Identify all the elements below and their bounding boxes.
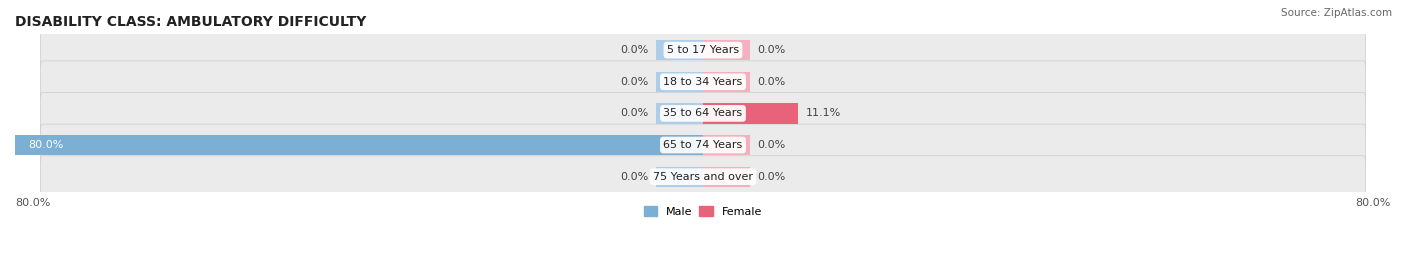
FancyBboxPatch shape	[41, 61, 1365, 103]
FancyBboxPatch shape	[41, 29, 1365, 71]
Text: 80.0%: 80.0%	[1355, 198, 1391, 208]
Text: DISABILITY CLASS: AMBULATORY DIFFICULTY: DISABILITY CLASS: AMBULATORY DIFFICULTY	[15, 15, 367, 29]
Bar	[703, 167, 751, 187]
Legend: Male, Female: Male, Female	[640, 202, 766, 222]
Text: 0.0%: 0.0%	[758, 77, 786, 87]
Text: 11.1%: 11.1%	[806, 108, 841, 118]
Text: 0.0%: 0.0%	[620, 77, 648, 87]
Text: 0.0%: 0.0%	[620, 108, 648, 118]
Bar	[655, 72, 703, 92]
Bar	[703, 40, 751, 60]
Bar	[655, 40, 703, 60]
Bar	[655, 167, 703, 187]
FancyBboxPatch shape	[41, 93, 1365, 134]
Bar	[655, 103, 703, 123]
Text: 65 to 74 Years: 65 to 74 Years	[664, 140, 742, 150]
Bar	[703, 103, 799, 123]
Text: 0.0%: 0.0%	[758, 45, 786, 55]
Text: 35 to 64 Years: 35 to 64 Years	[664, 108, 742, 118]
Text: 0.0%: 0.0%	[758, 140, 786, 150]
Text: 5 to 17 Years: 5 to 17 Years	[666, 45, 740, 55]
FancyBboxPatch shape	[41, 124, 1365, 166]
Text: 80.0%: 80.0%	[28, 140, 63, 150]
Text: 18 to 34 Years: 18 to 34 Years	[664, 77, 742, 87]
Text: 80.0%: 80.0%	[15, 198, 51, 208]
Text: 0.0%: 0.0%	[758, 172, 786, 182]
Bar	[15, 135, 703, 155]
Bar	[703, 135, 751, 155]
Text: 0.0%: 0.0%	[620, 172, 648, 182]
Bar	[703, 72, 751, 92]
Text: 75 Years and over: 75 Years and over	[652, 172, 754, 182]
Text: Source: ZipAtlas.com: Source: ZipAtlas.com	[1281, 8, 1392, 18]
FancyBboxPatch shape	[41, 156, 1365, 197]
Text: 0.0%: 0.0%	[620, 45, 648, 55]
